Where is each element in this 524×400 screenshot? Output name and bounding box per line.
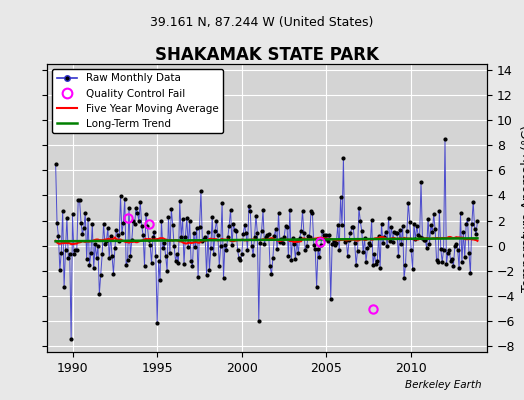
Y-axis label: Temperature Anomaly (°C): Temperature Anomaly (°C)	[521, 124, 524, 292]
Text: Berkeley Earth: Berkeley Earth	[406, 380, 482, 390]
Legend: Raw Monthly Data, Quality Control Fail, Five Year Moving Average, Long-Term Tren: Raw Monthly Data, Quality Control Fail, …	[52, 69, 223, 133]
Text: 39.161 N, 87.244 W (United States): 39.161 N, 87.244 W (United States)	[150, 16, 374, 29]
Title: SHAKAMAK STATE PARK: SHAKAMAK STATE PARK	[155, 46, 379, 64]
